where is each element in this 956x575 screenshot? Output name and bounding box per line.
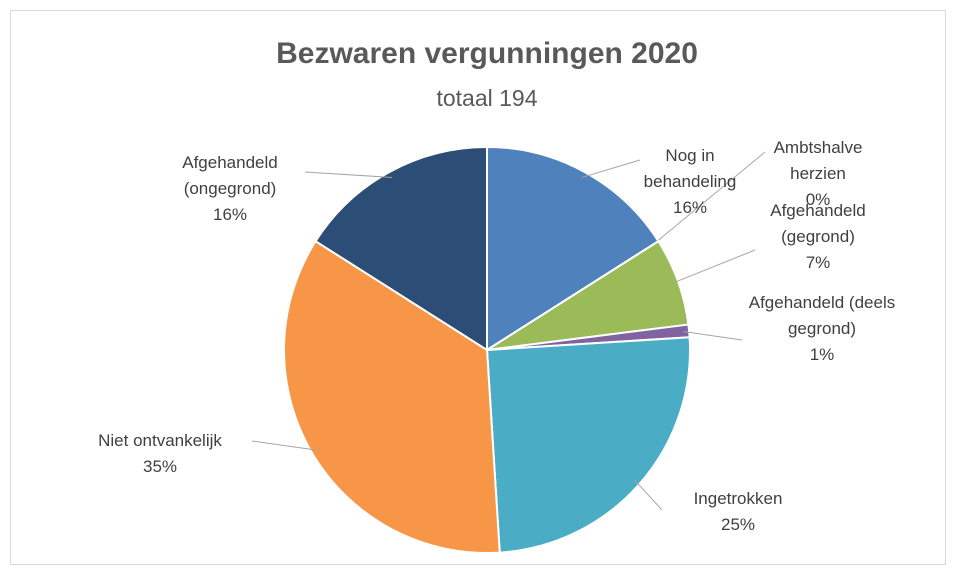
value-label: 7% [805, 253, 831, 272]
slice-label: Niet ontvankelijk 35% [60, 428, 260, 480]
pie-slice [283, 239, 501, 554]
pie-slice [485, 336, 691, 554]
value-label: 0% [805, 190, 831, 209]
value-label: 1% [809, 345, 835, 364]
pie-slice [486, 145, 660, 352]
category-label: Ingetrokken [693, 489, 783, 508]
category-label: Niet ontvankelijk [98, 431, 222, 450]
chart-subtitle: totaal 194 [436, 85, 537, 111]
leader-line [304, 171, 393, 178]
chart-title: Bezwaren vergunningen 2020 [276, 37, 698, 70]
leader-line [634, 479, 663, 511]
leader-line [652, 151, 766, 245]
value-label: 16% [212, 205, 248, 224]
category-label: Afgehandeld (gegrond) [770, 201, 866, 246]
slice-label: Afgehandeld (deels gegrond) 1% [737, 290, 907, 368]
value-label: 35% [142, 457, 178, 476]
category-label: Afgehandeld (ongegrond) [182, 153, 278, 198]
value-label: 16% [672, 198, 708, 217]
pie-slice [314, 145, 488, 352]
category-label: Afgehandeld (deels gegrond) [748, 293, 896, 338]
category-label: Ambtshalve herzien [773, 138, 863, 183]
leader-line [581, 159, 641, 178]
value-label: 25% [720, 515, 756, 534]
leader-line [672, 249, 756, 284]
leader-line [682, 330, 743, 341]
slice-label: Afgehandeld (gegrond) 7% [753, 198, 883, 276]
slice-label: Nog in behandeling 16% [630, 143, 750, 221]
slice-label: Ingetrokken 25% [668, 486, 808, 538]
slice-label: Afgehandeld (ongegrond) 16% [150, 150, 310, 228]
slice-label: Ambtshalve herzien 0% [758, 135, 878, 213]
leader-line [251, 440, 318, 451]
category-label: Nog in behandeling [643, 146, 737, 191]
